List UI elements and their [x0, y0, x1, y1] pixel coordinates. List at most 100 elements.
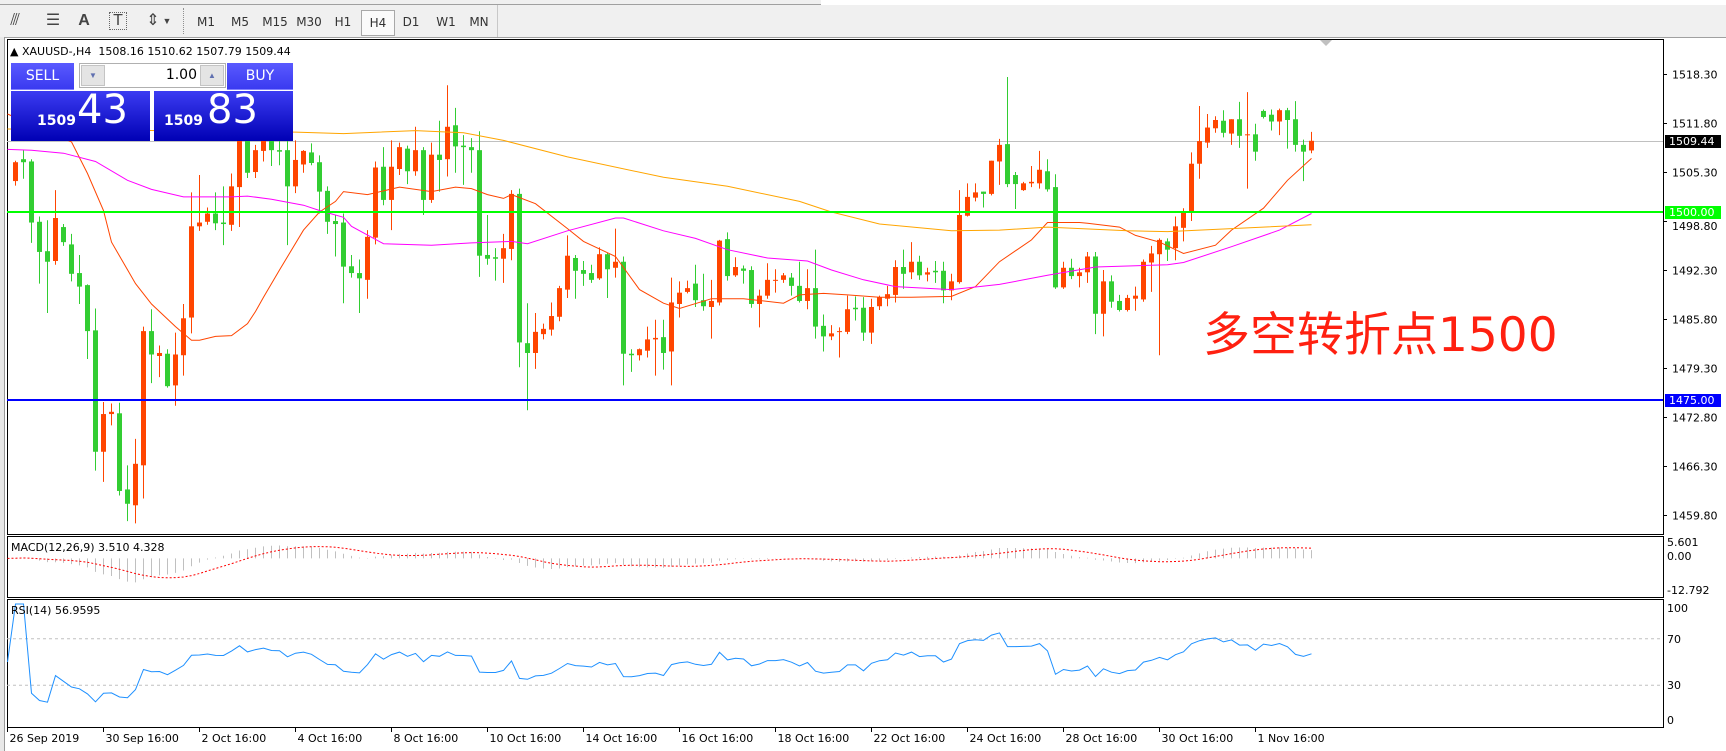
candle-body [1061, 267, 1066, 288]
timeframe-mn-button[interactable]: MN [469, 15, 489, 29]
candle [53, 190, 58, 265]
time-axis-label: 24 Oct 16:00 [970, 732, 1042, 745]
lot-size-field[interactable]: ▼ 1.00 ▲ [79, 63, 226, 88]
candle [293, 140, 298, 194]
elliott-wave-icon[interactable]: ⫻ [10, 12, 20, 29]
lot-decrease-button[interactable]: ▼ [81, 65, 105, 86]
candle-body [1285, 110, 1290, 120]
lot-increase-button[interactable]: ▲ [200, 65, 224, 86]
candle [277, 140, 282, 166]
candle-body [277, 150, 282, 152]
candle-body [1237, 119, 1242, 136]
candle [1293, 101, 1298, 152]
time-axis-label: 30 Sep 16:00 [106, 732, 179, 745]
timeframe-m1-button[interactable]: M1 [197, 15, 215, 29]
time-axis-label: 26 Sep 2019 [10, 732, 80, 745]
candle-body [941, 270, 946, 291]
candle [1245, 92, 1250, 189]
timeframe-m5-button[interactable]: M5 [231, 15, 249, 29]
candle-body [181, 318, 186, 356]
candle [85, 284, 90, 360]
price-axis-label: 1466.30 [1672, 461, 1718, 474]
candle-body [597, 254, 602, 279]
candle [525, 303, 530, 411]
sell-button[interactable]: SELL [11, 63, 74, 90]
candle-body [165, 353, 170, 387]
candle-body [85, 285, 90, 332]
candle [789, 273, 794, 296]
text-icon[interactable]: A [78, 12, 90, 29]
candle [349, 254, 354, 278]
arrows-dropdown-icon[interactable]: ▼ [162, 16, 172, 26]
candle-body [901, 267, 906, 274]
candle [1309, 131, 1314, 154]
candle-body [997, 144, 1002, 162]
candle-body [173, 354, 178, 386]
candle-body [1157, 239, 1162, 255]
candle-body [333, 221, 338, 225]
chart-annotation-text[interactable]: 多空转折点1500 [1203, 308, 1558, 363]
candle [389, 140, 394, 231]
sell-price-prefix: 1509 [37, 113, 76, 129]
candle [1277, 108, 1282, 136]
candle [869, 298, 874, 344]
candle-body [717, 240, 722, 303]
candle-body [885, 294, 890, 299]
candle [741, 265, 746, 284]
timeframe-w1-button[interactable]: W1 [436, 15, 456, 29]
candle-body [989, 160, 994, 194]
timeframe-m30-button[interactable]: M30 [296, 15, 322, 29]
text-label-icon[interactable]: T [109, 12, 127, 30]
candle [173, 332, 178, 406]
candle-body [93, 330, 98, 452]
candle-body [501, 248, 506, 259]
candle-body [101, 414, 106, 452]
level-price-label: 1500.00 [1669, 206, 1715, 219]
candle [1189, 152, 1194, 222]
candle-body [733, 267, 738, 276]
candle-body [629, 353, 634, 356]
timeframe-m15-button[interactable]: M15 [262, 15, 288, 29]
candle-body [869, 306, 874, 333]
time-axis-label: 1 Nov 16:00 [1258, 732, 1325, 745]
candle [429, 142, 434, 203]
candle [165, 349, 170, 388]
candle-body [701, 300, 706, 307]
candle-body [1117, 300, 1122, 311]
candle-body [821, 325, 826, 337]
candles [13, 77, 1314, 524]
lot-size-value[interactable]: 1.00 [165, 67, 197, 83]
candle [309, 143, 314, 166]
candle [285, 138, 290, 246]
candle [541, 323, 546, 340]
fibonacci-icon[interactable]: ☰ [45, 12, 61, 29]
candle [925, 267, 930, 282]
buy-price-box[interactable]: 1509 83 [154, 87, 293, 141]
buy-button[interactable]: BUY [227, 63, 293, 90]
chart-shift-marker-icon [1320, 40, 1332, 46]
candle [421, 147, 426, 215]
candle-body [741, 268, 746, 271]
timeframe-d1-button[interactable]: D1 [402, 15, 420, 29]
buy-price-pips: 83 [207, 87, 258, 133]
candle-body [637, 349, 642, 356]
sell-price-box[interactable]: 1509 43 [11, 87, 150, 141]
candle [965, 183, 970, 217]
candle [117, 402, 122, 496]
candle [445, 85, 450, 177]
candle-body [933, 270, 938, 273]
level-price-label-bg [1665, 206, 1721, 219]
arrows-icon[interactable]: ⇕ [146, 12, 160, 29]
price-axis-label: 1498.80 [1672, 220, 1718, 233]
candle [933, 260, 938, 283]
candle-body [533, 331, 538, 353]
collapse-triangle-icon[interactable]: ▲ [10, 45, 22, 58]
candle-body [149, 331, 154, 355]
candle-body [893, 267, 898, 295]
timeframe-h1-button[interactable]: H1 [334, 15, 352, 29]
candle-body [765, 279, 770, 296]
timeframe-h4-button[interactable]: H4 [361, 10, 395, 36]
candle [1005, 77, 1010, 188]
candle [557, 285, 562, 322]
candle-body [117, 413, 122, 491]
